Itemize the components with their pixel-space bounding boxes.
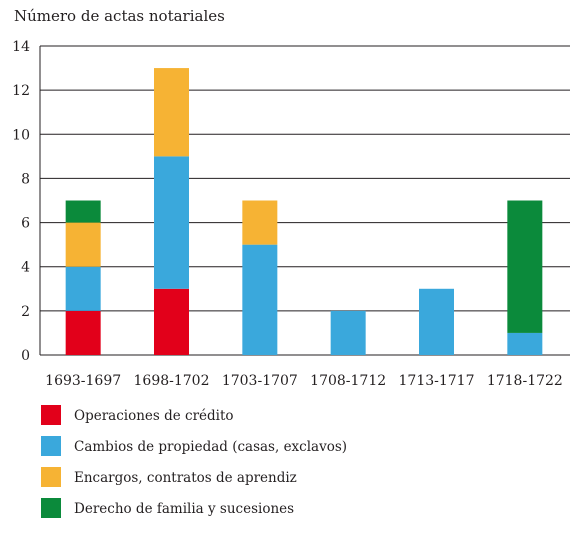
legend-label: Operaciones de crédito xyxy=(74,408,234,424)
y-axis-ticks: 0 2 4 6 8 10 12 14 xyxy=(12,39,30,364)
y-tick-label: 12 xyxy=(12,83,30,99)
bar-segment xyxy=(65,222,101,267)
bar-segment xyxy=(330,310,366,355)
x-tick-label: 1718-1722 xyxy=(487,373,563,389)
grid-lines xyxy=(39,45,570,356)
bar-segment xyxy=(242,200,278,245)
x-tick-label: 1698-1702 xyxy=(134,373,210,389)
y-tick-label: 14 xyxy=(12,39,30,55)
y-tick-label: 6 xyxy=(21,216,30,232)
bar-segment xyxy=(242,244,278,355)
x-tick-label: 1708-1712 xyxy=(310,373,386,389)
bar-segment xyxy=(65,266,101,311)
legend-swatch xyxy=(41,498,61,518)
legend-swatch xyxy=(41,436,61,456)
bar-segment xyxy=(154,68,189,157)
legend-swatch xyxy=(41,405,61,425)
y-tick-label: 8 xyxy=(21,171,30,187)
legend: Operaciones de crédito Cambios de propied… xyxy=(41,405,347,518)
x-tick-label: 1713-1717 xyxy=(399,373,475,389)
bar-segment xyxy=(419,288,454,355)
x-tick-label: 1693-1697 xyxy=(45,373,121,389)
x-tick-label: 1703-1707 xyxy=(222,373,298,389)
legend-label: Derecho de familia y sucesiones xyxy=(74,501,294,517)
bar-segment xyxy=(507,200,543,333)
legend-label: Cambios de propiedad (casas, exclavos) xyxy=(74,439,347,455)
y-tick-label: 0 xyxy=(21,348,30,364)
x-axis-ticks: 1693-1697 1698-1702 1703-1707 1708-1712 1713… xyxy=(45,373,563,389)
legend-swatch xyxy=(41,467,61,487)
y-tick-label: 2 xyxy=(21,304,30,320)
bar-segment xyxy=(154,288,189,355)
chart-title: Número de actas notariales xyxy=(14,7,225,25)
bar-segment xyxy=(65,310,101,355)
y-tick-label: 4 xyxy=(21,260,30,276)
legend-label: Encargos, contratos de aprendiz xyxy=(74,470,297,486)
bar-segment xyxy=(507,332,543,355)
bars xyxy=(65,68,543,355)
y-tick-label: 10 xyxy=(12,127,30,143)
bar-segment xyxy=(154,156,189,289)
bar-segment xyxy=(65,200,101,223)
